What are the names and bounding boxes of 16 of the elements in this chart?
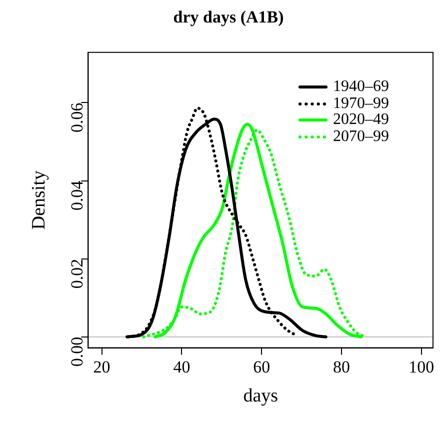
x-tick-label: 60 xyxy=(253,357,270,376)
x-tick-label: 100 xyxy=(408,357,434,376)
y-tick-label: 0.00 xyxy=(68,336,87,367)
legend-label: 1940–69 xyxy=(333,78,389,96)
x-axis-title: days xyxy=(243,386,278,407)
legend-label: 2070–99 xyxy=(333,128,389,145)
x-tick-label: 20 xyxy=(93,357,110,376)
y-tick-label: 0.04 xyxy=(68,180,87,211)
y-tick-label: 0.06 xyxy=(68,102,87,132)
x-tick-label: 80 xyxy=(333,357,350,376)
legend-label: 1970–99 xyxy=(333,94,389,112)
x-tick-label: 40 xyxy=(173,357,190,376)
y-axis-title: Density xyxy=(28,170,50,230)
legend-label: 2020–49 xyxy=(333,111,389,128)
chart-title: dry days (A1B) xyxy=(173,8,284,27)
y-tick-label: 0.02 xyxy=(68,258,87,289)
